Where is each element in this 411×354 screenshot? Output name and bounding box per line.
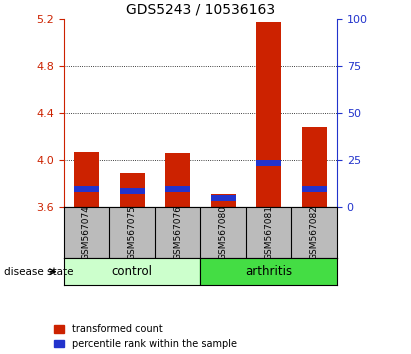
Bar <box>165 186 190 192</box>
Text: GSM567074: GSM567074 <box>82 205 91 260</box>
Bar <box>165 153 190 207</box>
Text: GSM567076: GSM567076 <box>173 205 182 260</box>
Bar <box>210 195 236 201</box>
Text: GSM567080: GSM567080 <box>219 205 228 260</box>
Text: GSM567075: GSM567075 <box>127 205 136 260</box>
Bar <box>120 173 145 207</box>
Text: disease state: disease state <box>4 267 74 277</box>
Bar <box>256 22 281 207</box>
Text: GSM567082: GSM567082 <box>310 205 319 260</box>
Bar <box>302 186 327 192</box>
Text: GSM567081: GSM567081 <box>264 205 273 260</box>
Text: control: control <box>111 265 152 278</box>
Bar <box>256 160 281 166</box>
Bar <box>74 152 99 207</box>
Title: GDS5243 / 10536163: GDS5243 / 10536163 <box>126 3 275 17</box>
Bar <box>74 186 99 192</box>
Bar <box>302 127 327 207</box>
Bar <box>120 188 145 194</box>
Legend: transformed count, percentile rank within the sample: transformed count, percentile rank withi… <box>54 324 237 349</box>
Bar <box>210 194 236 207</box>
Text: arthritis: arthritis <box>245 265 292 278</box>
